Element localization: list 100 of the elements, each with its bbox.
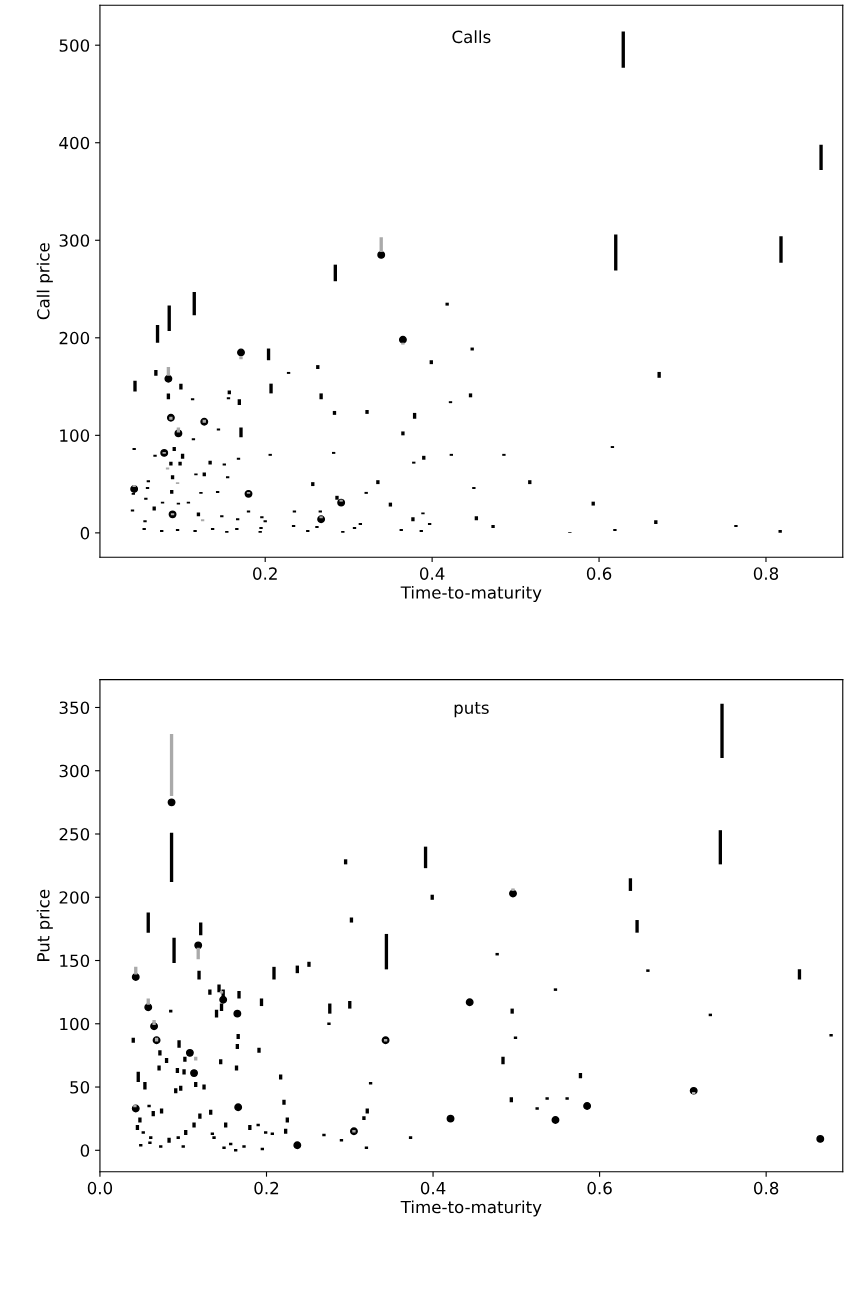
bar xyxy=(553,988,558,991)
bar xyxy=(157,1065,161,1071)
bar xyxy=(408,1136,413,1139)
point xyxy=(377,250,386,259)
bar xyxy=(307,961,311,967)
bar xyxy=(545,1097,549,1100)
point xyxy=(130,485,139,493)
text: Calls xyxy=(452,30,491,44)
bar xyxy=(208,460,212,465)
point xyxy=(144,1003,153,1012)
bar xyxy=(322,1133,326,1137)
bar xyxy=(319,393,323,400)
y-axis-title: Put price xyxy=(36,889,53,961)
bar xyxy=(635,920,639,933)
bar xyxy=(172,447,176,451)
bar xyxy=(222,1146,226,1150)
point xyxy=(551,1115,560,1124)
bar xyxy=(152,1019,156,1026)
bar xyxy=(224,1122,228,1128)
bar xyxy=(169,734,174,797)
bar xyxy=(239,427,243,438)
bar xyxy=(237,990,241,999)
bar xyxy=(513,1036,518,1039)
bar xyxy=(159,1145,163,1148)
bar xyxy=(621,31,625,68)
bar xyxy=(192,1122,196,1128)
y-tick-label: 400 xyxy=(59,136,90,150)
x-tick-label: 0.6 xyxy=(587,1181,612,1195)
point xyxy=(583,1102,592,1110)
bar xyxy=(155,325,160,343)
bar xyxy=(401,431,405,436)
bar xyxy=(198,1113,202,1119)
y-tick-label: 300 xyxy=(59,764,90,778)
bar xyxy=(829,1033,833,1037)
bar xyxy=(133,380,137,392)
bar xyxy=(379,237,383,252)
point xyxy=(234,1103,243,1112)
bar xyxy=(646,969,650,972)
bar xyxy=(528,480,532,485)
bar xyxy=(376,480,380,485)
bar xyxy=(491,525,495,528)
bar xyxy=(143,1081,147,1090)
point xyxy=(233,1009,242,1018)
bar xyxy=(311,482,315,487)
point xyxy=(190,1069,198,1078)
y-tick-label: 300 xyxy=(59,234,90,247)
bar xyxy=(591,501,595,506)
bar xyxy=(474,516,479,521)
bar xyxy=(349,917,354,923)
bar xyxy=(257,1047,261,1053)
point xyxy=(465,998,474,1007)
bar xyxy=(167,1137,171,1143)
bar xyxy=(208,989,212,995)
x-tick-label: 0.8 xyxy=(753,567,779,580)
bar xyxy=(364,1146,369,1150)
bar xyxy=(269,383,273,394)
x-tick-label: 0.8 xyxy=(754,1181,779,1195)
y-tick-label: 50 xyxy=(70,1080,90,1094)
bar xyxy=(138,1117,142,1123)
bar xyxy=(264,1131,268,1134)
x-axis-title: Time-to-maturity xyxy=(400,1200,542,1217)
bar xyxy=(234,1149,238,1152)
text: puts xyxy=(454,702,489,718)
bar xyxy=(202,472,206,477)
bar xyxy=(181,1145,185,1148)
bar xyxy=(170,489,174,494)
bar xyxy=(511,888,515,891)
bar xyxy=(146,912,150,933)
point xyxy=(237,348,245,357)
point xyxy=(446,1114,455,1123)
bar xyxy=(197,970,201,980)
bar xyxy=(779,236,783,263)
bar xyxy=(169,461,173,466)
bar xyxy=(332,410,337,415)
y-tick-label: 200 xyxy=(59,331,90,345)
bar xyxy=(183,1056,187,1062)
bar xyxy=(272,966,276,980)
bar xyxy=(148,1141,152,1144)
bar xyxy=(177,1040,181,1048)
bar xyxy=(510,1008,514,1014)
bar xyxy=(154,369,158,376)
bar xyxy=(429,360,433,365)
point xyxy=(816,1134,825,1143)
bar xyxy=(169,832,174,883)
bar xyxy=(176,1136,180,1139)
bar xyxy=(149,1136,153,1139)
x-tick-label: 0.6 xyxy=(586,567,612,580)
bar xyxy=(158,1050,162,1056)
bar xyxy=(172,937,176,964)
y-tick-label: 200 xyxy=(59,891,90,904)
y-tick-label: 150 xyxy=(60,954,90,968)
bar xyxy=(179,383,183,390)
y-axis-title: Call price xyxy=(36,243,53,320)
point xyxy=(398,335,407,344)
bar xyxy=(327,1022,331,1026)
bar xyxy=(501,1056,505,1065)
bar xyxy=(147,1104,151,1108)
bar xyxy=(657,371,661,378)
bar xyxy=(628,878,633,891)
point xyxy=(194,941,203,950)
